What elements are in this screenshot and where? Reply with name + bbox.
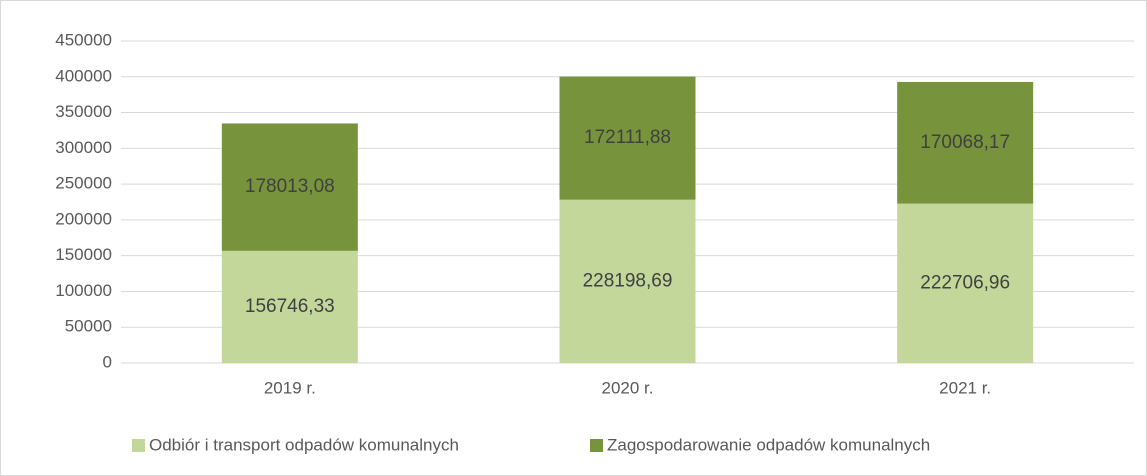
bar-segment [559, 199, 696, 363]
bar-segment [897, 81, 1034, 204]
y-tick-label: 200000 [55, 209, 112, 228]
legend-label: Zagospodarowanie odpadów komunalnych [607, 435, 930, 454]
y-tick-label: 250000 [55, 174, 112, 193]
y-tick-label: 100000 [55, 281, 112, 300]
x-tick-label: 2019 r. [264, 378, 316, 397]
y-tick-label: 450000 [55, 30, 112, 49]
bar-segment [897, 203, 1034, 363]
bar-segment [221, 250, 358, 363]
bar-segment [221, 123, 358, 251]
data-label: 222706,96 [920, 272, 1010, 293]
legend-label: Odbiór i transport odpadów komunalnych [149, 435, 459, 454]
y-tick-label: 300000 [55, 138, 112, 157]
y-tick-label: 350000 [55, 102, 112, 121]
x-tick-label: 2021 r. [939, 378, 991, 397]
y-tick-label: 400000 [55, 66, 112, 85]
legend-swatch [132, 439, 145, 452]
bar-segment [559, 76, 696, 200]
data-label: 170068,17 [920, 132, 1010, 153]
y-tick-label: 0 [103, 352, 112, 371]
y-tick-label: 50000 [65, 317, 112, 336]
data-label: 178013,08 [245, 176, 335, 197]
data-label: 228198,69 [583, 270, 673, 291]
data-label: 156746,33 [245, 296, 335, 317]
legend-swatch [590, 439, 603, 452]
x-tick-label: 2020 r. [602, 378, 654, 397]
y-tick-label: 150000 [55, 245, 112, 264]
data-label: 172111,88 [584, 127, 671, 148]
